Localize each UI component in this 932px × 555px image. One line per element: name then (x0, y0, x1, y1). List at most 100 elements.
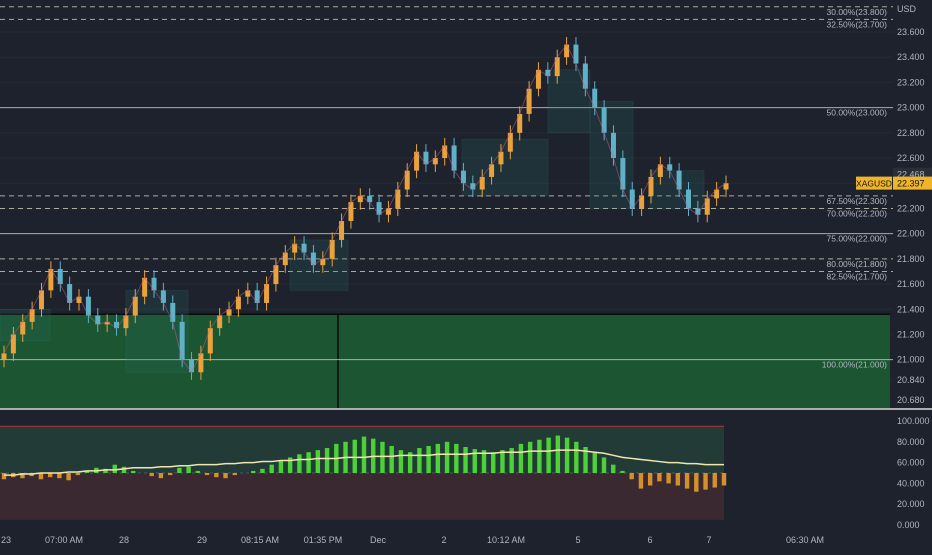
osc-tick-3: 40.000 (897, 478, 925, 488)
osc-bar-17 (158, 473, 164, 479)
candle-body-30 (282, 252, 288, 266)
time-label-3: 29 (197, 535, 207, 545)
price-tick-7: 22.200 (897, 203, 925, 213)
symbol-tag: XAGUSD (856, 179, 892, 189)
candle-body-55 (517, 113, 523, 133)
candle-body-58 (545, 69, 551, 77)
osc-bar-69 (638, 473, 644, 489)
candle-body-62 (582, 63, 588, 89)
candle-body-40 (376, 202, 382, 215)
osc-bar-39 (361, 436, 367, 473)
osc-bar-41 (380, 441, 385, 473)
price-tick-13: 21.000 (897, 355, 925, 365)
osc-bar-56 (518, 443, 524, 473)
price-tick-14: 20.840 (897, 375, 925, 385)
osc-bar-55 (509, 448, 514, 473)
candle-body-1 (10, 334, 16, 354)
osc-bar-65 (601, 457, 607, 473)
osc-bar-16 (149, 473, 154, 477)
candle-body-47 (442, 145, 448, 159)
osc-bar-74 (684, 473, 690, 489)
osc-bar-51 (472, 449, 477, 473)
candle-body-49 (460, 170, 466, 184)
symbol-tag-bg (856, 176, 892, 190)
candle-body-72 (676, 170, 682, 190)
candle-body-37 (348, 202, 354, 222)
osc-bar-60 (555, 435, 561, 473)
osc-bar-25 (232, 473, 237, 476)
osc-bar-34 (315, 450, 321, 473)
fib-label-6: 80.00%(21.800) (827, 259, 888, 269)
osc-bar-27 (251, 470, 256, 473)
price-tick-2: 23.200 (897, 77, 925, 87)
osc-bar-67 (620, 470, 625, 473)
price-tick-1: 23.400 (897, 52, 925, 62)
osc-bar-62 (574, 441, 579, 473)
candle-body-68 (639, 195, 645, 209)
candle-body-41 (385, 208, 391, 215)
osc-bar-20 (186, 466, 191, 473)
candle-body-53 (498, 151, 504, 165)
osc-bar-8 (75, 473, 81, 476)
osc-bar-22 (204, 473, 210, 476)
candle-body-56 (526, 88, 532, 114)
candle-body-4 (39, 290, 45, 310)
fib-label-5: 75.00%(22.000) (827, 234, 888, 244)
osc-bar-31 (287, 457, 293, 473)
candle-body-51 (479, 176, 485, 190)
candle-body-6 (57, 268, 63, 285)
candle-body-16 (151, 277, 157, 291)
demand-zone (0, 313, 890, 408)
candle-body-14 (132, 296, 138, 316)
osc-bar-72 (666, 473, 671, 484)
osc-bar-46 (426, 445, 431, 473)
candle-body-48 (451, 145, 457, 171)
candle-body-0 (1, 353, 7, 360)
candle-body-74 (695, 208, 701, 215)
candle-body-64 (601, 107, 607, 133)
osc-bar-66 (611, 464, 616, 473)
price-axis[interactable]: USD 23.600 23.400 23.200 23.000 22.800 22.600 2… (893, 0, 932, 408)
osc-bar-61 (564, 437, 570, 473)
osc-bar-68 (629, 473, 634, 480)
price-tick-11: 21.400 (897, 304, 925, 314)
candle-body-27 (254, 290, 260, 303)
osc-bar-77 (712, 473, 717, 488)
candle-body-66 (620, 158, 626, 190)
fib-label-7: 82.50%(21.700) (827, 271, 888, 281)
candle-body-26 (245, 290, 251, 297)
osc-bar-11 (103, 468, 108, 473)
candle-body-17 (160, 290, 166, 303)
time-label-12: 06:30 AM (786, 535, 824, 545)
candle-body-9 (85, 296, 91, 316)
osc-bar-14 (131, 470, 136, 473)
range-boxes (0, 69, 705, 373)
osc-bar-45 (417, 448, 422, 473)
price-tick-4: 22.800 (897, 128, 925, 138)
time-label-6: Dec (370, 535, 387, 545)
candle-body-28 (264, 284, 270, 303)
osc-tick-2: 60.000 (897, 458, 925, 468)
time-label-7: 2 (441, 535, 446, 545)
candle-body-44 (414, 151, 420, 171)
price-axis-bg (893, 0, 932, 408)
candle-body-70 (657, 164, 663, 177)
time-label-11: 7 (706, 535, 711, 545)
time-label-2: 28 (119, 535, 129, 545)
candle-body-3 (29, 309, 35, 322)
candle-body-31 (292, 243, 298, 253)
candle-body-52 (489, 164, 495, 177)
candle-body-73 (685, 189, 691, 209)
candle-body-10 (95, 315, 101, 325)
oscillator-pane (0, 408, 932, 520)
osc-bar-21 (195, 470, 201, 473)
time-axis[interactable]: 23 07:00 AM 28 29 08:15 AM 01:35 PM Dec 2 10:12 … (1, 535, 824, 545)
oscillator-axis[interactable]: 100.000 80.000 60.000 40.000 20.000 0.000 (897, 416, 930, 530)
time-label-5: 01:35 PM (304, 535, 343, 545)
osc-bar-59 (546, 437, 551, 473)
osc-bar-52 (481, 450, 487, 473)
osc-bar-73 (675, 473, 681, 486)
